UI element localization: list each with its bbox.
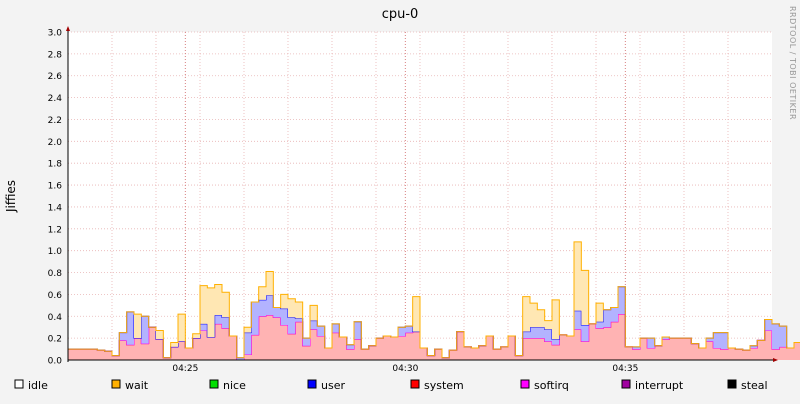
legend-swatch-interrupt bbox=[621, 379, 631, 389]
x-tick-labels: 04:25 04:30 04:35 bbox=[172, 364, 638, 374]
legend-swatch-steal bbox=[727, 379, 737, 389]
legend-swatch-nice bbox=[209, 379, 219, 389]
x-tick-label: 04:35 bbox=[612, 364, 638, 374]
series-areas bbox=[68, 241, 800, 361]
y-tick-label: 0.0 bbox=[48, 357, 63, 367]
grid bbox=[68, 31, 772, 360]
legend-label-steal: steal bbox=[741, 379, 768, 392]
x-tick-label: 04:25 bbox=[172, 364, 198, 374]
area-wait bbox=[68, 241, 800, 358]
y-tick-label: 2.6 bbox=[48, 72, 63, 82]
y-tick-label: 2.4 bbox=[48, 94, 63, 104]
y-tick-label: 0.2 bbox=[48, 335, 62, 345]
y-tick-label: 1.6 bbox=[48, 182, 63, 192]
legend-swatch-user bbox=[307, 379, 317, 389]
legend-swatch-idle bbox=[14, 379, 24, 389]
legend-label-system: system bbox=[424, 379, 464, 392]
legend-swatch-system bbox=[410, 379, 420, 389]
y-tick-label: 0.6 bbox=[48, 291, 63, 301]
legend: idle wait nice user system softirq interrupt st… bbox=[14, 379, 768, 392]
watermark: RRDTOOL / TOBI OETIKER bbox=[788, 6, 797, 120]
y-tick-label: 1.8 bbox=[48, 160, 63, 170]
x-axis-arrow-icon bbox=[773, 358, 778, 362]
legend-label-nice: nice bbox=[223, 379, 246, 392]
legend-swatch-softirq bbox=[520, 379, 530, 389]
area-system bbox=[68, 314, 800, 360]
y-tick-label: 2.0 bbox=[48, 138, 63, 148]
y-tick-label: 2.8 bbox=[48, 50, 63, 60]
y-tick-label: 1.0 bbox=[48, 247, 63, 257]
y-tick-label: 1.4 bbox=[48, 203, 63, 213]
legend-label-interrupt: interrupt bbox=[635, 379, 684, 392]
y-axis-arrow-icon bbox=[66, 26, 70, 31]
legend-swatch-wait bbox=[111, 379, 121, 389]
y-tick-label: 1.2 bbox=[48, 225, 62, 235]
y-tick-label: 0.8 bbox=[48, 269, 63, 279]
legend-label-idle: idle bbox=[28, 379, 48, 392]
y-tick-label: 2.2 bbox=[48, 116, 62, 126]
legend-label-wait: wait bbox=[125, 379, 149, 392]
y-tick-labels: 0.0 0.2 0.4 0.6 0.8 1.0 1.2 1.4 1.6 1.8 2.0 2.2 2.4 2… bbox=[48, 29, 63, 367]
legend-label-softirq: softirq bbox=[534, 379, 569, 392]
axes bbox=[66, 26, 778, 362]
y-tick-label: 0.4 bbox=[48, 313, 63, 323]
chart-title: cpu-0 bbox=[382, 7, 419, 22]
legend-label-user: user bbox=[321, 379, 345, 392]
area-user bbox=[68, 286, 800, 360]
y-tick-label: 3.0 bbox=[48, 29, 63, 39]
x-tick-label: 04:30 bbox=[392, 364, 418, 374]
y-axis-label: Jiffies bbox=[4, 180, 18, 213]
line-wait bbox=[68, 241, 800, 359]
